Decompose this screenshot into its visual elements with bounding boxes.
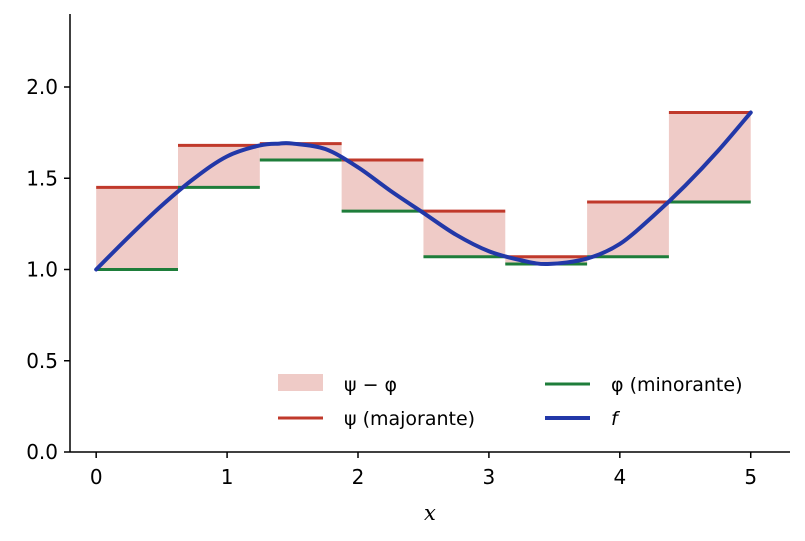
difference-fill [587,201,669,257]
y-tick-label: 0.0 [26,440,58,464]
x-ticks: 0 1 2 3 4 5 [90,452,757,489]
x-tick-label: 1 [221,465,234,489]
x-tick-label: 5 [744,465,757,489]
difference-fill [505,256,588,265]
minorante-steps [96,158,751,271]
y-tick-label: 2.0 [26,75,58,99]
y-ticks: 0.0 0.5 1.0 1.5 2.0 [26,75,70,464]
legend-swatch-fill [278,374,323,391]
y-tick-label: 1.0 [26,258,58,282]
x-tick-label: 3 [483,465,496,489]
f-curve [94,110,753,272]
x-tick-label: 2 [352,465,365,489]
legend-label: ψ (majorante) [344,408,475,430]
legend: ψ − φ ψ (majorante) φ (minorante) f [278,374,743,430]
difference-fill [423,211,506,257]
legend-label: f [611,408,621,430]
legend-label: φ (minorante) [611,374,743,396]
x-axis-label: x [424,501,436,525]
x-tick-label: 4 [613,465,626,489]
legend-label: ψ − φ [344,374,397,396]
y-tick-label: 0.5 [26,349,58,373]
x-tick-label: 0 [90,465,103,489]
y-tick-label: 1.5 [26,166,58,190]
difference-fills [96,112,751,270]
